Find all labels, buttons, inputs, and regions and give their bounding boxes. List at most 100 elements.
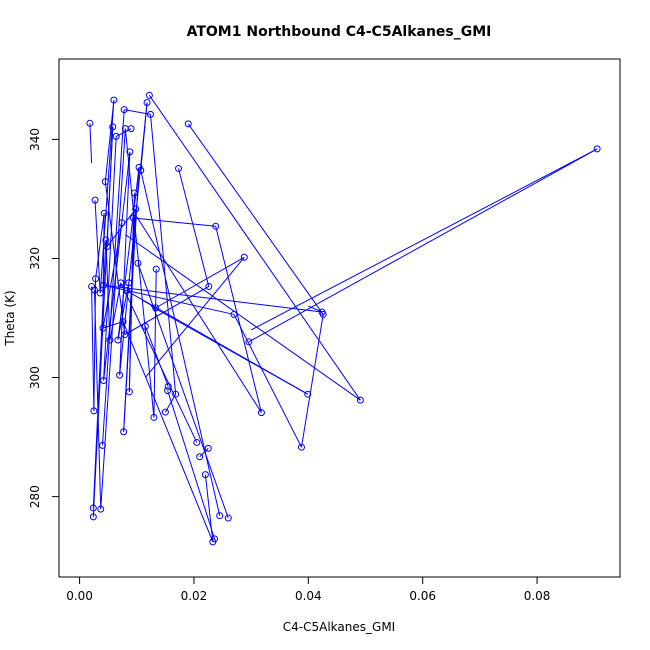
data-point [137, 166, 145, 174]
data-point [122, 287, 130, 295]
data-point [118, 219, 126, 227]
series-line-segment [308, 305, 323, 313]
data-point [134, 259, 142, 267]
series-line-segment [102, 222, 123, 329]
data-point [212, 222, 220, 230]
series-line-segment [150, 114, 177, 395]
series-line-segment [167, 390, 216, 540]
data-point [109, 123, 117, 131]
y-tick-label: 340 [28, 128, 42, 151]
series-line-segment [248, 148, 598, 343]
data-point [114, 336, 122, 344]
data-point [97, 505, 105, 513]
data-point [102, 236, 110, 244]
series-line-segment [155, 256, 245, 309]
series-line-segment [94, 200, 101, 294]
data-point [100, 377, 108, 385]
series-line-segment [100, 128, 126, 510]
data-point [224, 514, 232, 522]
x-tick-label: 0.06 [409, 589, 436, 603]
data-point [116, 371, 124, 379]
series-line-segment [178, 168, 210, 287]
series-line-segment [199, 448, 209, 458]
series-line-segment [124, 128, 155, 418]
data-point [89, 513, 97, 521]
data-point [245, 338, 253, 346]
series-line-segment [144, 256, 245, 378]
series-line-segment [140, 102, 148, 171]
series-line-segment [142, 299, 156, 309]
series-line-segment [103, 284, 323, 313]
data-point [106, 336, 114, 344]
data-point [150, 413, 158, 421]
series-line-segment [117, 282, 130, 341]
series-line-segment [250, 148, 598, 331]
data-point [90, 286, 98, 294]
series-line-segment [150, 305, 309, 395]
x-tick-label: 0.00 [66, 589, 93, 603]
series-line-segment [140, 170, 221, 516]
data-point [141, 322, 149, 330]
data-point [129, 214, 137, 222]
data-point [319, 310, 327, 318]
chart-title: ATOM1 Northbound C4-C5Alkanes_GMI [187, 24, 492, 40]
data-point [204, 444, 212, 452]
data-point [161, 408, 169, 416]
series-line-segment [122, 321, 214, 543]
series-line-segment [93, 290, 102, 510]
series-line-segment [93, 278, 97, 411]
data-point [196, 453, 204, 461]
data-point [91, 196, 99, 204]
data-point [98, 441, 106, 449]
series-line-segment [204, 474, 214, 542]
series-line-segment [125, 234, 361, 401]
data-point [152, 265, 160, 273]
series-lines [89, 95, 598, 543]
series-line-segment [104, 100, 115, 182]
y-tick-label: 300 [28, 366, 42, 389]
data-point [164, 382, 172, 390]
series-line-segment [91, 286, 95, 411]
data-point [304, 390, 312, 398]
data-point [230, 310, 238, 318]
data-point [96, 289, 104, 297]
data-point [92, 275, 100, 283]
data-point [86, 119, 94, 127]
data-point [201, 471, 209, 479]
data-point [240, 253, 248, 261]
series-line-segment [103, 136, 117, 381]
series-line-segment [215, 226, 262, 413]
series-points [86, 91, 601, 546]
data-point [216, 512, 224, 520]
data-point [145, 91, 153, 99]
data-point [101, 178, 109, 186]
data-point [193, 438, 201, 446]
data-point [175, 165, 183, 173]
series-line-segment [133, 217, 216, 227]
x-axis-label: C4-C5Alkanes_GMI [283, 620, 395, 634]
data-point [121, 331, 129, 339]
series-line-segment [123, 167, 140, 432]
y-axis-label: Theta (K) [3, 290, 17, 346]
data-point [126, 148, 134, 156]
data-point [125, 279, 133, 287]
data-point [172, 390, 180, 398]
series-line-segment [136, 216, 262, 413]
series-line-segment [144, 326, 169, 387]
series-line-segment [109, 282, 122, 341]
series-line-segment [89, 123, 93, 164]
data-point [211, 535, 219, 543]
y-tick-label: 280 [28, 485, 42, 508]
data-point [103, 243, 111, 251]
data-point [100, 281, 108, 289]
y-axis: 280 300 320 340 [28, 128, 60, 508]
series-line-segment [101, 109, 125, 446]
series-line-segment [187, 123, 324, 315]
x-tick-label: 0.08 [524, 589, 551, 603]
data-point [90, 407, 98, 415]
data-point [356, 396, 364, 404]
data-point [184, 120, 192, 128]
series-line-segment [300, 314, 324, 448]
data-point [257, 409, 265, 417]
series-line-segment [148, 95, 361, 401]
